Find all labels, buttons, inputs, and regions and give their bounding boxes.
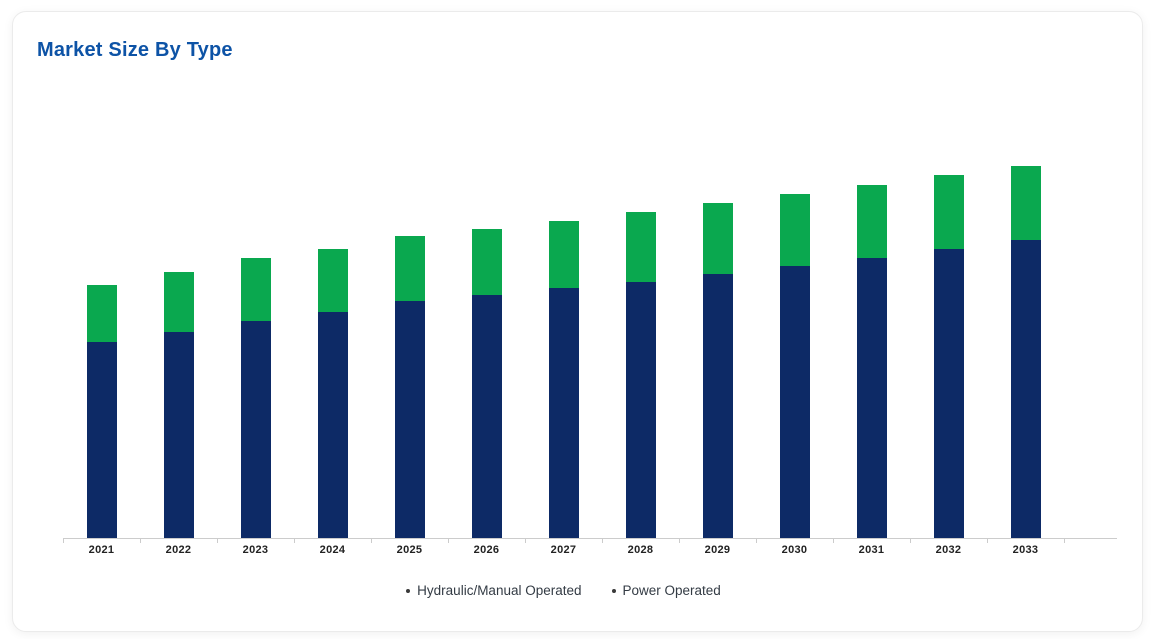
x-axis-label: 2025 [396, 544, 423, 556]
bar-segment-hydraulic-manual[interactable] [317, 312, 348, 538]
x-axis-line [63, 538, 1117, 539]
x-axis-label: 2032 [935, 544, 962, 556]
x-axis-label: 2024 [319, 544, 346, 556]
bar-segment-hydraulic-manual[interactable] [856, 258, 887, 538]
chart-title: Market Size By Type [37, 39, 233, 61]
x-axis-label: 2033 [1012, 544, 1039, 556]
bar-segment-hydraulic-manual[interactable] [933, 249, 964, 538]
bar-group [140, 138, 217, 538]
bar-segment-power-operated[interactable] [933, 175, 964, 249]
bar-segment-hydraulic-manual[interactable] [779, 266, 810, 538]
x-axis-label: 2031 [858, 544, 885, 556]
x-axis-tick [833, 539, 834, 543]
bar-segment-power-operated[interactable] [471, 229, 502, 295]
chart-legend: Hydraulic/Manual Operated Power Operated [63, 583, 1064, 598]
bar-group [833, 138, 910, 538]
x-axis-tick [987, 539, 988, 543]
bar-group [371, 138, 448, 538]
bar-group [63, 138, 140, 538]
x-axis-tick [140, 539, 141, 543]
legend-label: Hydraulic/Manual Operated [417, 583, 582, 598]
bar-group [217, 138, 294, 538]
x-axis-tick [679, 539, 680, 543]
bar-group [910, 138, 987, 538]
x-axis-tick [294, 539, 295, 543]
x-axis-label: 2023 [242, 544, 269, 556]
x-axis-tick [910, 539, 911, 543]
x-axis-tick [602, 539, 603, 543]
bar-segment-hydraulic-manual[interactable] [625, 282, 656, 538]
bar-segment-power-operated[interactable] [548, 221, 579, 288]
bar-segment-hydraulic-manual[interactable] [548, 288, 579, 538]
x-axis-label: 2028 [627, 544, 654, 556]
bar-group [987, 138, 1064, 538]
legend-label: Power Operated [622, 583, 721, 598]
x-axis-label: 2022 [165, 544, 192, 556]
bar-segment-hydraulic-manual[interactable] [1010, 240, 1041, 538]
bar-segment-power-operated[interactable] [625, 212, 656, 282]
bar-segment-power-operated[interactable] [394, 236, 425, 301]
bar-group [294, 138, 371, 538]
stacked-bar-chart: 2021 2022 2023 2024 2025 2026 2027 2028 2029 2030… [13, 12, 1142, 631]
x-axis-label: 2030 [781, 544, 808, 556]
x-axis-tick [1064, 539, 1065, 543]
x-axis-tick [371, 539, 372, 543]
bar-group [679, 138, 756, 538]
x-axis-label: 2021 [88, 544, 115, 556]
bar-group [525, 138, 602, 538]
bar-group [756, 138, 833, 538]
x-axis-labels: 2021 2022 2023 2024 2025 2026 2027 2028 2029 2030… [63, 544, 1064, 556]
plot-area [63, 138, 1064, 538]
x-axis-tick [63, 539, 64, 543]
bar-segment-hydraulic-manual[interactable] [86, 342, 117, 538]
legend-item[interactable]: Hydraulic/Manual Operated [406, 583, 582, 598]
legend-item[interactable]: Power Operated [611, 583, 721, 598]
bar-segment-power-operated[interactable] [240, 258, 271, 321]
bar-segment-power-operated[interactable] [856, 185, 887, 258]
market-size-card: Market Size By Type 2021 2022 2023 2024 2025… [12, 11, 1143, 632]
x-axis-tick [448, 539, 449, 543]
legend-marker-icon [406, 588, 411, 593]
x-axis-label: 2027 [550, 544, 577, 556]
x-axis-tick [525, 539, 526, 543]
bar-group [602, 138, 679, 538]
bar-segment-power-operated[interactable] [702, 203, 733, 274]
bar-segment-hydraulic-manual[interactable] [702, 274, 733, 538]
bar-segment-power-operated[interactable] [163, 272, 194, 332]
bar-segment-power-operated[interactable] [317, 249, 348, 312]
x-axis-label: 2029 [704, 544, 731, 556]
bar-segment-power-operated[interactable] [1010, 166, 1041, 240]
x-axis-label: 2026 [473, 544, 500, 556]
bar-segment-hydraulic-manual[interactable] [163, 332, 194, 538]
bar-segment-hydraulic-manual[interactable] [471, 295, 502, 538]
bar-segment-power-operated[interactable] [779, 194, 810, 266]
legend-marker-icon [611, 588, 616, 593]
x-axis-tick [217, 539, 218, 543]
bar-segment-hydraulic-manual[interactable] [240, 321, 271, 538]
x-axis-tick [756, 539, 757, 543]
bar-segment-power-operated[interactable] [86, 285, 117, 342]
bar-segment-hydraulic-manual[interactable] [394, 301, 425, 538]
bar-group [448, 138, 525, 538]
